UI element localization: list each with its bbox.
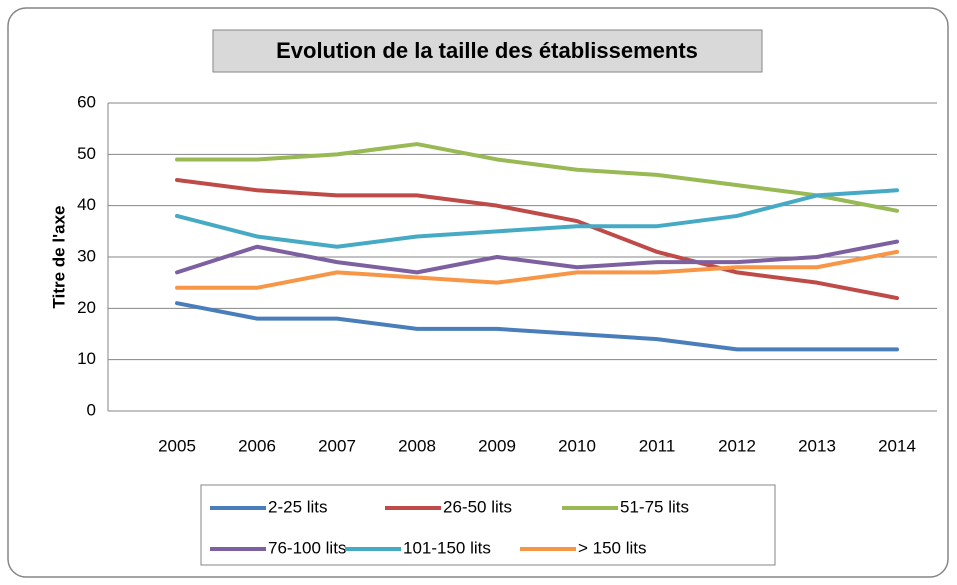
x-tick-label: 2009 (478, 436, 516, 455)
x-tick-label: 2010 (558, 436, 596, 455)
y-tick-label: 50 (77, 144, 96, 163)
series-line (175, 188, 899, 249)
legend-label: > 150 lits (578, 538, 647, 557)
legend-label: 26-50 lits (443, 497, 512, 516)
y-tick-label: 40 (77, 195, 96, 214)
x-tick-label: 2014 (878, 436, 916, 455)
y-tick-label: 30 (77, 246, 96, 265)
chart-title: Evolution de la taille des établissement… (276, 38, 698, 63)
x-tick-label: 2005 (158, 436, 196, 455)
y-tick-label: 60 (77, 92, 96, 111)
x-tick-label: 2008 (398, 436, 436, 455)
legend-label: 76-100 lits (268, 538, 346, 557)
series-line (175, 301, 899, 352)
y-tick-label: 20 (77, 298, 96, 317)
chart-frame (7, 7, 949, 578)
title-box (212, 29, 763, 73)
legend-label: 2-25 lits (268, 497, 328, 516)
series-line (175, 178, 899, 301)
series-line (175, 142, 899, 213)
x-tick-label: 2006 (238, 436, 276, 455)
series-line (175, 239, 899, 275)
y-tick-label: 0 (87, 400, 96, 419)
x-tick-label: 2007 (318, 436, 356, 455)
x-tick-label: 2013 (798, 436, 836, 455)
y-axis-title: Titre de l'axe (49, 206, 68, 309)
y-tick-label: 10 (77, 349, 96, 368)
legend-label: 51-75 lits (620, 497, 689, 516)
legend-box (200, 484, 776, 566)
series-line (175, 249, 899, 290)
legend-label: 101-150 lits (403, 538, 491, 557)
x-tick-label: 2012 (718, 436, 756, 455)
x-tick-label: 2011 (639, 436, 676, 455)
